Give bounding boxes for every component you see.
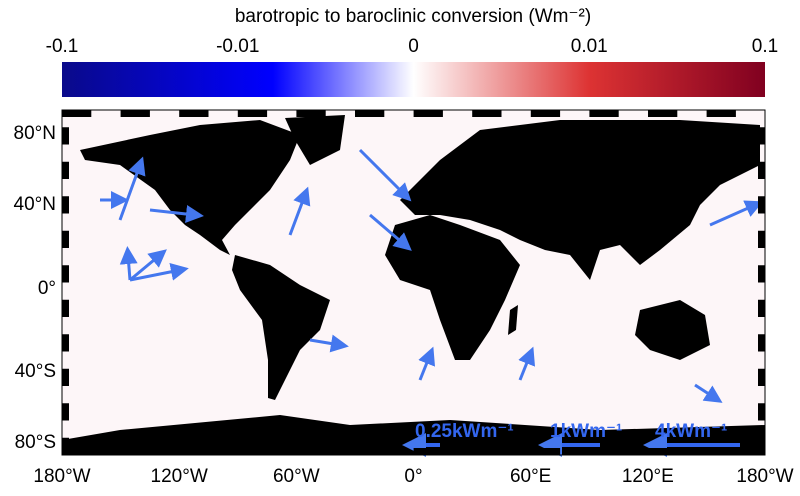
colorbar-tick-label: -0.01 — [216, 36, 259, 57]
frame-segment — [355, 110, 385, 117]
frame-segment — [62, 230, 69, 248]
frame-segment — [706, 448, 736, 455]
lon-label: 60°E — [510, 466, 551, 487]
frame-segment — [62, 448, 92, 455]
frame-segment — [62, 368, 69, 386]
frame-segment — [62, 161, 69, 179]
scale-label: 4kWm⁻¹ — [655, 421, 727, 442]
frame-segment — [62, 127, 69, 145]
map-frame — [61, 109, 766, 456]
lon-label: 120°E — [622, 466, 674, 487]
frame-segment — [237, 110, 268, 117]
frame-segment — [472, 110, 502, 117]
frame-segment — [648, 448, 678, 455]
frame-segment — [589, 448, 619, 455]
lat-label: 40°N — [14, 194, 56, 215]
frame-segment — [62, 437, 69, 455]
flux-arrows — [100, 148, 764, 403]
lon-label: 180°W — [33, 466, 90, 487]
frame-segment — [758, 230, 765, 248]
frame-segment — [589, 110, 619, 117]
frame-segment — [62, 110, 92, 117]
frame-segment — [296, 110, 326, 117]
frame-segment — [179, 110, 209, 117]
lon-label: 180°W — [736, 466, 793, 487]
frame-segment — [62, 403, 69, 421]
lat-label: 40°S — [15, 361, 56, 382]
colorbar-tick-label: 0.01 — [571, 36, 608, 57]
colorbar — [62, 62, 765, 97]
frame-segment — [758, 334, 765, 352]
lon-label: 120°W — [151, 466, 208, 487]
frame-segment — [758, 265, 765, 283]
frame-segment — [758, 403, 765, 421]
frame-segment — [120, 448, 150, 455]
frame-segment — [62, 334, 69, 352]
frame-segment — [179, 448, 209, 455]
lat-label: 80°N — [14, 123, 56, 144]
frame-segment — [706, 110, 736, 117]
frame-segment — [530, 448, 561, 455]
frame-segment — [758, 127, 765, 145]
frame-segment — [758, 161, 765, 179]
frame-segment — [120, 110, 150, 117]
colorbar-tick-label: -0.1 — [46, 36, 79, 57]
lat-label: 0° — [38, 278, 56, 299]
frame-segment — [413, 448, 443, 455]
scale-labels: 0.25kWm⁻¹ 1kWm⁻¹ 4kWm⁻¹ — [415, 421, 727, 442]
frame-segment — [758, 196, 765, 214]
frame-segment — [648, 110, 678, 117]
frame-segment — [472, 448, 502, 455]
scale-label: 1kWm⁻¹ — [550, 421, 622, 442]
frame-segment — [413, 110, 443, 117]
lat-label: 80°S — [15, 432, 56, 453]
frame-segment — [62, 265, 69, 283]
frame-segment — [62, 196, 69, 214]
scale-label: 0.25kWm⁻¹ — [415, 421, 514, 442]
colorbar-tick-label: 0.1 — [752, 36, 778, 57]
frame-segment — [530, 110, 561, 117]
frame-segment — [758, 437, 765, 455]
frame-segment — [355, 448, 385, 455]
frame-segment — [237, 448, 268, 455]
colorbar-title: barotropic to baroclinic conversion (Wm⁻… — [235, 6, 591, 27]
frame-segment — [296, 448, 326, 455]
colorbar-tick-label: 0 — [408, 36, 419, 57]
frame-segment — [758, 299, 765, 317]
frame-segment — [62, 299, 69, 317]
frame-segment — [758, 368, 765, 386]
lon-label: 0° — [404, 466, 422, 487]
lon-label: 60°W — [273, 466, 320, 487]
